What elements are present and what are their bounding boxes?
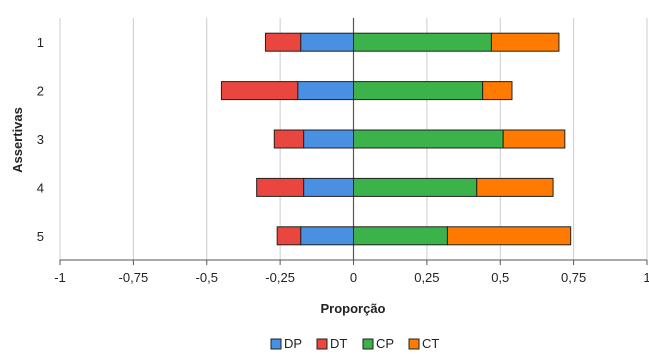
bar-segment-dt	[273, 129, 305, 149]
legend-label-dp: DP	[284, 336, 302, 351]
bar-segment-dt	[256, 177, 305, 197]
legend: DP DT CP CT	[270, 336, 439, 351]
legend-label-dt: DT	[330, 336, 347, 351]
bar-segment-dp	[297, 81, 354, 101]
y-tick-label: 2	[37, 84, 44, 99]
x-tick-label: 1	[643, 270, 649, 285]
y-axis-title: Assertivas	[10, 107, 25, 173]
bar-segment-ct	[476, 177, 554, 197]
x-tick-label: -1	[54, 270, 66, 285]
bar-segment-cp	[353, 32, 492, 52]
legend-swatch-dp	[270, 338, 282, 350]
bar-segment-ct	[446, 226, 572, 246]
axes: -1 -0,75 -0,5 -0,25 0 0,25 0,5 0,75 1 1 2 3 4 5	[37, 35, 649, 285]
bar-segment-ct	[482, 81, 513, 101]
bar-segment-dp	[303, 177, 355, 197]
bar-segment-dt	[220, 81, 299, 101]
bar-segment-cp	[353, 226, 448, 246]
x-tick-label: 0,75	[561, 270, 586, 285]
y-tick-label: 4	[37, 180, 44, 195]
bar-segment-ct	[502, 129, 566, 149]
y-tick-label: 1	[37, 35, 44, 50]
bar-segment-dp	[303, 129, 355, 149]
bar-segment-dt	[264, 32, 302, 52]
bar-segment-cp	[353, 81, 484, 101]
x-tick-label: -0,75	[119, 270, 149, 285]
x-tick-label: 0,5	[491, 270, 509, 285]
legend-label-cp: CP	[376, 336, 394, 351]
bar-segment-ct	[490, 32, 560, 52]
bar-segment-dt	[276, 226, 302, 246]
bar-segment-cp	[353, 177, 478, 197]
x-tick-label: -0,5	[196, 270, 218, 285]
bar-segment-dp	[300, 226, 355, 246]
bars	[220, 32, 572, 246]
y-tick-label: 3	[37, 132, 44, 147]
y-tick-label: 5	[37, 229, 44, 244]
legend-swatch-ct	[408, 338, 420, 350]
x-tick-label: 0	[350, 270, 357, 285]
legend-swatch-dt	[316, 338, 328, 350]
x-axis-title: Proporção	[320, 301, 385, 316]
legend-swatch-cp	[362, 338, 374, 350]
bar-segment-cp	[353, 129, 504, 149]
legend-label-ct: CT	[422, 336, 439, 351]
x-tick-label: 0,25	[414, 270, 439, 285]
bar-segment-dp	[300, 32, 355, 52]
x-tick-label: -0,25	[265, 270, 295, 285]
